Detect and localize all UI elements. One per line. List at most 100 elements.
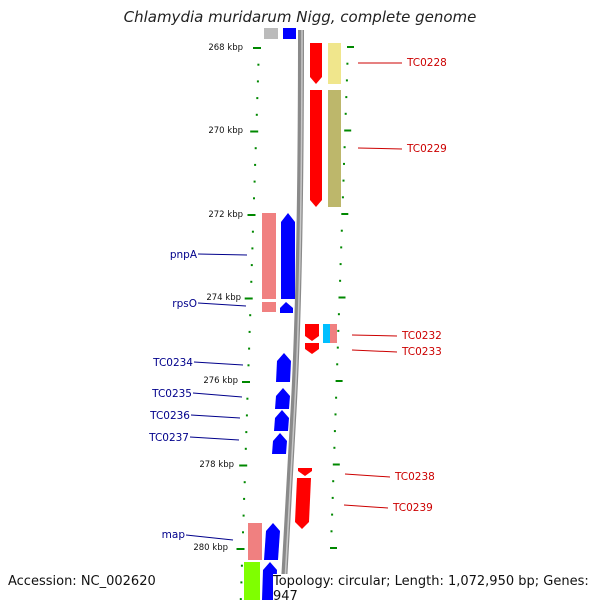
label-tc0234[interactable]: TC0234 (152, 357, 193, 369)
connector-tc0235 (192, 392, 243, 398)
gene-tc0235-arrow[interactable] (275, 388, 290, 409)
outer-ruler-minor-tick (333, 430, 336, 433)
genome-summary-text: Topology: circular; Length: 1,072,950 bp… (273, 574, 600, 604)
outer-ruler-minor-tick (330, 530, 333, 533)
gene-tc0239-arrow[interactable] (295, 478, 311, 529)
label-rpso[interactable]: rpsO (172, 298, 197, 310)
connector-tc0229 (357, 147, 403, 150)
outer-ruler-minor-tick (341, 196, 344, 199)
label-tc0228[interactable]: TC0228 (406, 57, 447, 69)
inner-ruler-minor-tick (243, 497, 246, 500)
inner-ruler-minor-tick (250, 264, 253, 267)
connector-tc0238 (344, 473, 391, 478)
connector-tc0233 (351, 349, 398, 353)
outer-ruler-minor-tick (335, 396, 338, 399)
gene-tc0232-arrow[interactable] (305, 324, 319, 341)
label-map[interactable]: map (162, 529, 186, 541)
inner-ruler-major-tick (253, 47, 261, 49)
label-tc0236[interactable]: TC0236 (149, 410, 190, 422)
outer-ruler-minor-tick (342, 179, 345, 182)
scale-label-272: 272 kbp (208, 210, 243, 220)
label-tc0229[interactable]: TC0229 (406, 143, 447, 155)
gene-map-arrow[interactable] (264, 523, 280, 560)
inner-ruler-minor-tick (244, 447, 247, 450)
outer-ruler-major-tick (344, 129, 352, 132)
gene-tc0228-cog (328, 43, 341, 84)
scale-label-276: 276 kbp (203, 376, 238, 386)
scale-label-280: 280 kbp (193, 543, 228, 553)
top-blue-feature (283, 28, 296, 39)
label-tc0239[interactable]: TC0239 (392, 502, 433, 514)
connector-pnpa (197, 253, 248, 256)
outer-ruler-minor-tick (343, 162, 345, 165)
gene-tc0234-arrow[interactable] (276, 353, 291, 382)
outer-ruler-ticks (330, 46, 354, 549)
inner-ruler-minor-tick (248, 330, 251, 333)
scale-label-270: 270 kbp (208, 126, 243, 136)
inner-ruler-minor-tick (250, 280, 253, 283)
outer-ruler-minor-tick (332, 480, 335, 483)
outer-ruler-minor-tick (339, 263, 342, 266)
inner-ruler-minor-tick (239, 598, 242, 600)
outer-ruler-minor-tick (331, 513, 334, 516)
outer-ruler-minor-tick (344, 112, 347, 115)
gene-tc0237-arrow[interactable] (272, 433, 287, 454)
connector-map (185, 534, 234, 541)
inner-ruler-minor-tick (251, 247, 254, 250)
connector-tc0232 (351, 334, 398, 337)
label-tc0237[interactable]: TC0237 (148, 432, 189, 444)
inner-ruler-minor-tick (243, 481, 246, 484)
gene-rpso-cog (262, 302, 276, 312)
label-tc0238[interactable]: TC0238 (394, 471, 435, 483)
outer-ruler-minor-tick (334, 413, 337, 416)
connector-tc0234 (193, 361, 244, 366)
genome-backbone (280, 29, 304, 600)
inner-ruler-minor-tick (248, 347, 251, 350)
inner-ruler-minor-tick (251, 230, 254, 233)
map-title: Chlamydia muridarum Nigg, complete genom… (123, 8, 477, 26)
scale-label-274: 274 kbp (206, 293, 241, 303)
outer-ruler-minor-tick (343, 146, 346, 149)
inner-ruler-minor-tick (253, 197, 255, 200)
inner-ruler-minor-tick (240, 581, 243, 584)
outer-ruler-minor-tick (340, 229, 343, 232)
label-pnpa[interactable]: pnpA (170, 249, 198, 261)
connector-tc0237 (189, 436, 240, 441)
outer-ruler-minor-tick (336, 346, 339, 349)
gene-tc0236-arrow[interactable] (274, 410, 289, 431)
outer-ruler-major-tick (330, 547, 337, 549)
accession-text: Accession: NC_002620 (8, 574, 156, 589)
inner-ruler-minor-tick (253, 180, 256, 183)
inner-ruler-minor-tick (246, 397, 249, 400)
label-tc0235[interactable]: TC0235 (151, 388, 192, 400)
gene-tc0229-cog (328, 90, 341, 207)
gene-tc0229-arrow[interactable] (310, 90, 322, 207)
gene-tc0228-arrow[interactable] (310, 43, 322, 84)
outer-ruler-minor-tick (345, 79, 348, 82)
gene-rpso-arrow[interactable] (280, 302, 293, 313)
inner-ruler-minor-tick (245, 431, 248, 434)
gene-pnpa-arrow[interactable] (281, 213, 295, 299)
label-tc0232[interactable]: TC0232 (401, 330, 442, 342)
outer-ruler-minor-tick (337, 313, 340, 316)
outer-ruler-major-tick (347, 46, 354, 48)
label-tc0233[interactable]: TC0233 (401, 346, 442, 358)
outer-ruler-minor-tick (346, 62, 349, 65)
inner-ruler-minor-tick (257, 63, 260, 66)
inner-ruler-major-tick (250, 130, 259, 133)
inner-ruler-minor-tick (242, 514, 245, 517)
scale-label-278: 278 kbp (199, 460, 234, 470)
inner-ruler-major-tick (247, 214, 256, 216)
connector-tc0239 (343, 504, 389, 509)
outer-ruler-minor-tick (336, 363, 339, 366)
outer-ruler-major-tick (338, 296, 346, 299)
gene-tc0238-arrow[interactable] (298, 468, 312, 476)
outer-ruler-minor-tick (331, 496, 334, 499)
inner-ruler-minor-tick (242, 531, 244, 534)
outer-ruler-minor-tick (333, 446, 336, 449)
inner-ruler-minor-tick (256, 80, 259, 83)
gene-tc0232-cog-pink (330, 324, 337, 343)
inner-ruler-major-tick (239, 464, 248, 467)
gene-tc0233-arrow[interactable] (305, 343, 319, 354)
